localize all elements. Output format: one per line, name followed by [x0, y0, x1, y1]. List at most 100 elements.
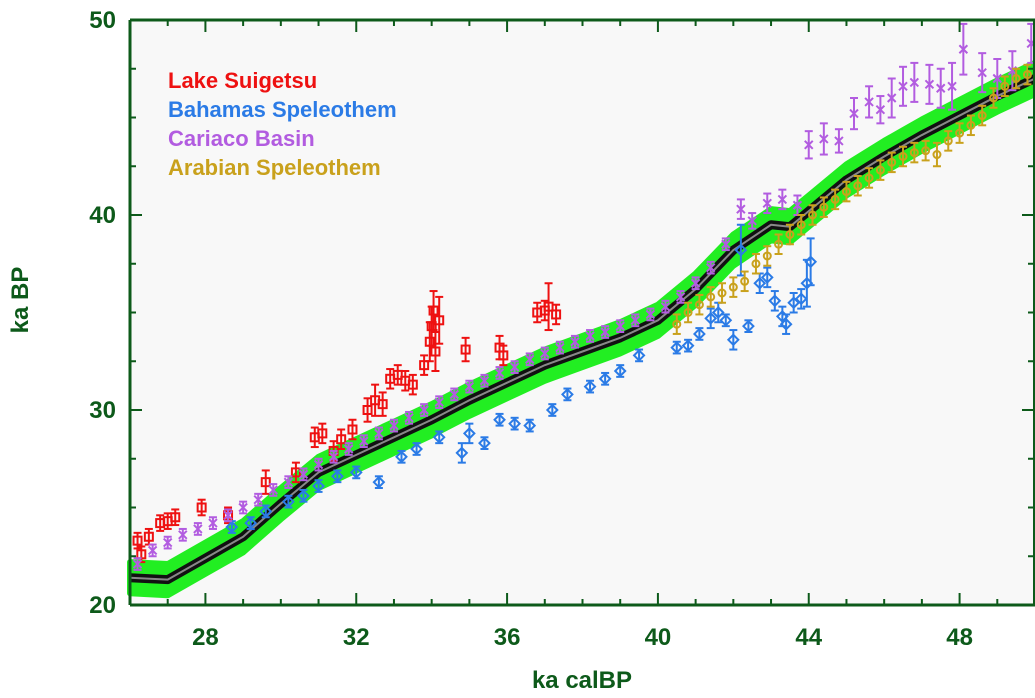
data-point	[768, 290, 782, 312]
cross-marker	[147, 545, 158, 556]
cross-marker	[977, 67, 987, 78]
data-point	[1022, 63, 1032, 86]
data-point	[407, 373, 418, 396]
data-point	[494, 366, 505, 380]
diamond-marker	[462, 426, 476, 440]
data-point	[372, 475, 386, 489]
data-point	[583, 379, 597, 394]
circle-marker	[706, 292, 716, 302]
diamond-marker	[297, 489, 310, 503]
data-point	[849, 97, 859, 131]
data-point	[977, 104, 987, 127]
diamond-marker	[787, 296, 801, 310]
x-tick-label: 48	[946, 624, 973, 651]
square-marker	[419, 360, 430, 371]
cross-marker	[132, 559, 143, 569]
data-point	[943, 130, 953, 152]
data-point	[613, 364, 627, 378]
square-marker	[498, 350, 509, 361]
data-point	[1011, 67, 1021, 90]
cross-marker	[344, 444, 354, 454]
data-point	[525, 352, 535, 367]
cross-marker	[834, 136, 844, 146]
square-marker	[170, 512, 181, 523]
diamond-marker	[545, 403, 559, 417]
data-point	[555, 340, 565, 355]
cross-marker	[404, 413, 414, 423]
diamond-marker	[760, 270, 774, 284]
data-point	[670, 340, 684, 355]
cross-marker	[875, 104, 886, 115]
cross-marker	[419, 405, 429, 415]
data-point	[742, 319, 755, 333]
data-point	[223, 508, 233, 523]
data-point	[349, 465, 363, 480]
data-point	[1000, 75, 1010, 98]
legend-entry: Bahamas Speleothem	[168, 97, 397, 122]
data-point	[493, 412, 506, 427]
data-point	[208, 516, 218, 530]
circle-marker	[853, 181, 863, 191]
circle-marker	[672, 319, 682, 329]
y-tick-label: 50	[89, 7, 116, 34]
diamond-marker	[493, 413, 506, 427]
square-marker	[132, 535, 143, 546]
diamond-marker	[704, 311, 718, 325]
data-point	[804, 130, 814, 160]
data-point	[977, 52, 987, 94]
circle-marker	[966, 120, 976, 130]
data-point	[543, 282, 554, 332]
cross-marker	[359, 436, 369, 446]
data-point	[683, 301, 693, 324]
y-axis-title: ka BP	[7, 267, 34, 334]
cross-marker	[525, 354, 535, 365]
circle-marker	[785, 230, 795, 239]
data-point	[462, 422, 476, 445]
diamond-marker	[719, 313, 733, 327]
data-point	[419, 403, 429, 417]
data-point	[751, 253, 761, 275]
cross-marker	[494, 368, 505, 378]
data-point	[819, 196, 829, 218]
data-point	[834, 128, 844, 154]
diamond-marker	[734, 243, 748, 257]
data-point	[819, 122, 829, 156]
series-cariaco-basin	[132, 22, 1035, 571]
cross-marker	[540, 348, 550, 359]
data-point	[787, 292, 801, 314]
cross-marker	[479, 376, 490, 386]
data-point	[585, 329, 595, 343]
series-lake-suigetsu	[132, 282, 562, 564]
data-point	[898, 65, 908, 107]
data-point	[344, 442, 354, 456]
cross-marker	[645, 309, 656, 320]
data-point	[955, 122, 965, 144]
legend: Lake Suigetsu Bahamas Speleothem Cariaco B…	[168, 68, 397, 180]
data-point	[178, 527, 188, 542]
circle-marker	[694, 300, 704, 310]
data-point	[347, 418, 358, 441]
diamond-marker	[410, 442, 423, 456]
data-point	[297, 488, 310, 503]
data-point	[374, 426, 384, 441]
data-point	[706, 286, 716, 308]
data-point	[328, 449, 339, 464]
cross-marker	[193, 524, 203, 534]
data-point	[283, 475, 294, 489]
legend-entry: Cariaco Basin	[168, 126, 315, 151]
circle-marker	[989, 93, 999, 103]
data-point	[545, 403, 559, 417]
cross-marker	[660, 301, 671, 312]
data-point	[336, 428, 347, 450]
cross-marker	[777, 194, 788, 205]
data-point	[909, 141, 919, 164]
data-point	[395, 449, 408, 464]
x-tick-label: 36	[494, 624, 521, 651]
diamond-marker	[349, 465, 363, 479]
data-point	[864, 85, 874, 119]
cross-marker	[615, 321, 625, 331]
data-point	[317, 422, 328, 445]
circle-marker	[1022, 70, 1032, 80]
diamond-marker	[259, 504, 273, 518]
data-point	[958, 22, 969, 76]
